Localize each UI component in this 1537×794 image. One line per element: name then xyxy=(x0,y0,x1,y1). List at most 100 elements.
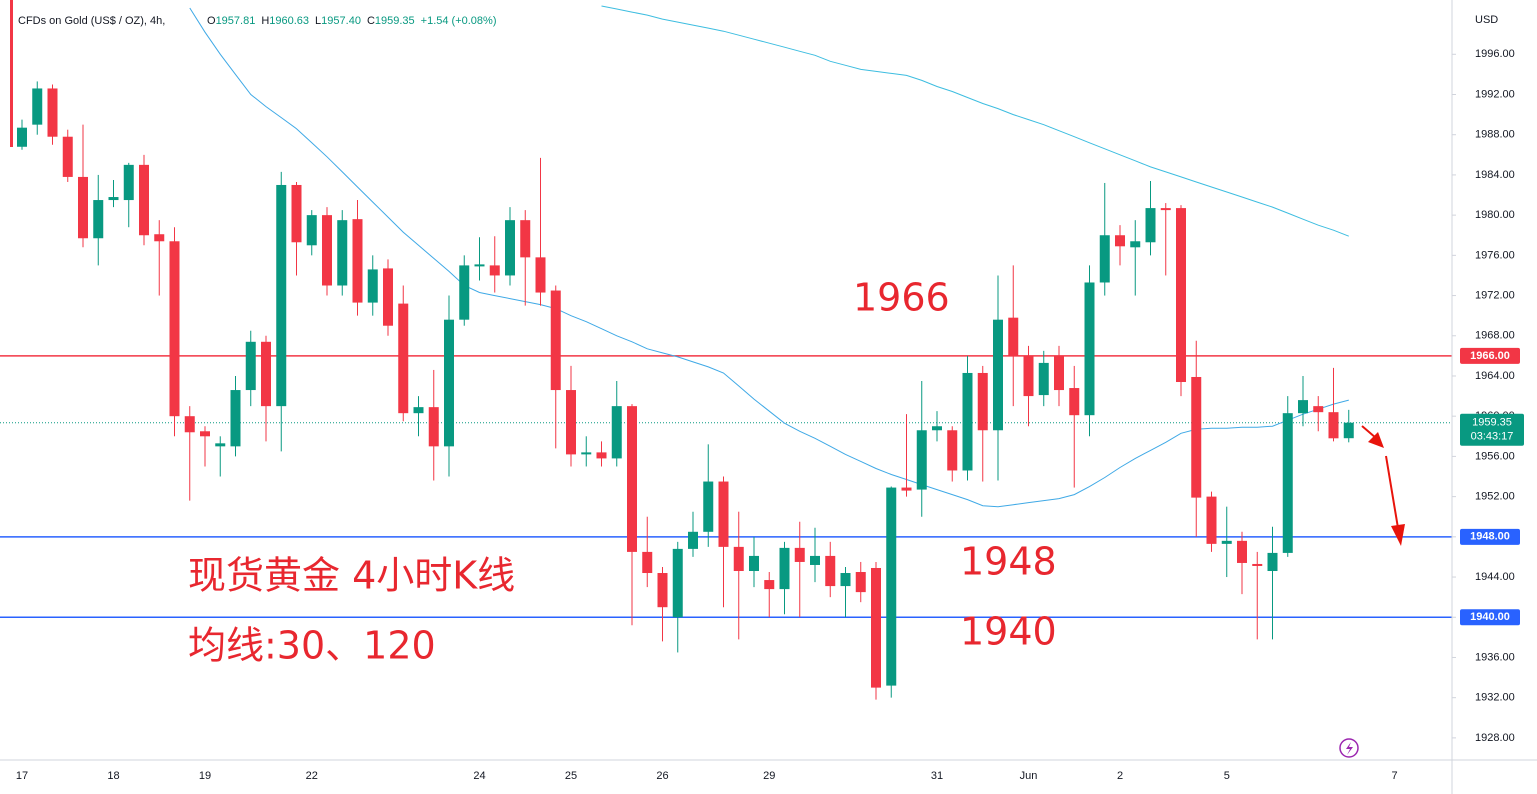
candle-body xyxy=(505,220,515,276)
arrow xyxy=(1361,425,1405,546)
x-tick-label: 5 xyxy=(1224,770,1230,782)
legend-key: H xyxy=(261,15,269,27)
candle-body xyxy=(17,127,27,147)
x-tick-label: 22 xyxy=(306,770,318,782)
moving-average xyxy=(601,5,1349,237)
y-tick-label: 1968.00 xyxy=(1475,330,1515,342)
candle-body xyxy=(1267,552,1278,572)
edge-candle xyxy=(10,0,13,147)
candle-body xyxy=(1084,282,1095,416)
candle-body xyxy=(444,319,454,447)
x-tick-label: 25 xyxy=(565,770,577,782)
candle-body xyxy=(215,443,226,447)
y-tick-label: 1964.00 xyxy=(1475,370,1515,382)
candle-body xyxy=(1023,355,1034,397)
x-tick-label: 31 xyxy=(931,770,943,782)
annotation: 均线:30、120 xyxy=(188,624,436,668)
candle-body xyxy=(306,215,317,246)
candle-body xyxy=(1130,241,1141,248)
candle-body xyxy=(322,215,332,286)
legend-ohlc: O1957.81 H1960.63 L1957.40 C1959.35 +1.54 (+… xyxy=(207,15,497,27)
candle-body xyxy=(1221,540,1232,544)
y-tick-label: 1936.00 xyxy=(1475,651,1515,663)
candle-body xyxy=(245,341,256,391)
snapshot-icon[interactable] xyxy=(1339,738,1359,758)
price-label-box xyxy=(1460,347,1520,364)
price-label: 1948.00 xyxy=(1470,531,1510,543)
candle-body xyxy=(596,452,607,459)
legend-value: 1957.40 xyxy=(321,15,361,27)
legend-value: 1960.63 xyxy=(269,15,309,27)
candle-body xyxy=(901,487,912,491)
candle-body xyxy=(535,257,546,293)
x-tick-label: 7 xyxy=(1391,770,1397,782)
x-tick-label: 26 xyxy=(656,770,668,782)
x-tick-label: 24 xyxy=(473,770,485,782)
candle-body xyxy=(367,269,378,303)
moving-average xyxy=(189,7,1349,508)
legend-change: +1.54 (+0.08%) xyxy=(421,15,497,27)
candle-body xyxy=(1328,412,1339,439)
candle-body xyxy=(779,547,790,590)
candle-body xyxy=(78,176,88,239)
annotation: 现货黄金 4小时K线 xyxy=(188,554,515,598)
y-tick-label: 1952.00 xyxy=(1475,491,1515,503)
y-tick-label: 1988.00 xyxy=(1475,129,1515,141)
candle-body xyxy=(932,426,942,431)
candle-body xyxy=(703,481,714,532)
x-tick-label: 2 xyxy=(1117,770,1123,782)
candle-body xyxy=(840,573,851,587)
last-price-box xyxy=(1460,413,1524,446)
candle-body xyxy=(550,290,561,391)
price-label-box xyxy=(1460,609,1520,626)
price-label: 1966.00 xyxy=(1470,350,1510,362)
x-tick-label: 17 xyxy=(16,770,28,782)
candle-body xyxy=(1145,208,1156,243)
candle-body xyxy=(47,88,58,137)
candle-body xyxy=(886,487,897,686)
y-tick-label: 1972.00 xyxy=(1475,289,1515,301)
candle-body xyxy=(1008,317,1019,356)
x-tick-label: Jun xyxy=(1020,770,1038,782)
candle-body xyxy=(1054,355,1064,391)
last-price-label: 1959.35 xyxy=(1472,417,1512,429)
candle-body xyxy=(672,548,683,618)
annotation: 1948 xyxy=(960,540,1057,584)
candle-body xyxy=(688,531,698,549)
candle-body xyxy=(1282,413,1293,553)
candle-body xyxy=(1313,406,1324,413)
price-label: 1940.00 xyxy=(1470,611,1510,623)
candle-body xyxy=(62,136,73,177)
candle-body xyxy=(855,572,866,593)
candle-body xyxy=(1069,388,1080,416)
currency: USD xyxy=(1475,14,1498,26)
y-tick-label: 1996.00 xyxy=(1475,48,1515,60)
candle-body xyxy=(642,551,653,574)
annotation: 1966 xyxy=(853,276,950,320)
candle-body xyxy=(428,407,439,447)
candle-body xyxy=(200,431,210,437)
candle-body xyxy=(123,164,134,201)
candle-body xyxy=(1237,540,1247,563)
candle-body xyxy=(352,219,363,303)
candle-body xyxy=(1206,496,1217,544)
candle-body xyxy=(474,264,485,267)
y-tick-label: 1932.00 xyxy=(1475,692,1515,704)
candle-body xyxy=(1252,563,1263,566)
legend-symbol: CFDs on Gold (US$ / OZ), 4h, xyxy=(18,15,165,27)
annotation: 1940 xyxy=(960,610,1057,654)
plot-area xyxy=(0,5,1452,700)
candle-body xyxy=(871,567,881,688)
candle-body xyxy=(337,220,348,286)
candle-body xyxy=(657,573,668,608)
candle-body xyxy=(977,372,988,431)
y-tick-label: 1992.00 xyxy=(1475,88,1515,100)
candle-body xyxy=(413,407,424,414)
candle-body xyxy=(1115,235,1125,247)
candle-body xyxy=(1160,208,1171,211)
candle-body xyxy=(749,555,759,572)
candle-body xyxy=(1191,376,1202,498)
candle-body xyxy=(184,416,195,433)
x-tick-label: 19 xyxy=(199,770,211,782)
